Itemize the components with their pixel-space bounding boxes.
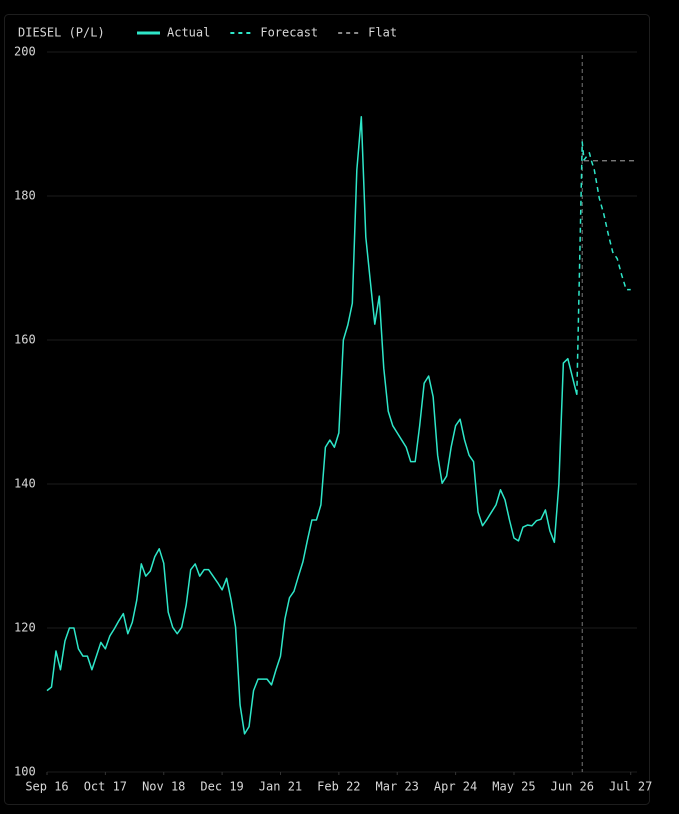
x-tick-label: Apr 24	[434, 780, 477, 794]
x-tick-label: Dec 19	[200, 780, 243, 794]
legend-label: Flat	[368, 26, 397, 40]
x-tick-label: Feb 22	[317, 780, 360, 794]
panel	[4, 14, 650, 805]
legend-label: Actual	[167, 26, 210, 40]
legend-label: Forecast	[260, 26, 318, 40]
x-tick-label: Jun 26	[551, 780, 594, 794]
x-tick-label: Jul 27	[609, 780, 652, 794]
x-tick-label: Jan 21	[259, 780, 302, 794]
x-tick-label: Mar 23	[376, 780, 419, 794]
y-tick-label: 180	[14, 189, 36, 203]
x-tick-label: Sep 16	[25, 780, 68, 794]
y-tick-label: 120	[14, 621, 36, 635]
y-tick-label: 100	[14, 765, 36, 779]
y-tick-label: 140	[14, 477, 36, 491]
x-tick-label: May 25	[492, 780, 535, 794]
line-series	[46, 116, 578, 735]
x-tick-label: Nov 18	[142, 780, 185, 794]
y-tick-label: 160	[14, 333, 36, 347]
y-tick-label: 200	[14, 45, 36, 59]
chart-title: DIESEL (P/L)	[18, 26, 105, 40]
line-series	[576, 141, 631, 395]
x-tick-label: Oct 17	[84, 780, 127, 794]
